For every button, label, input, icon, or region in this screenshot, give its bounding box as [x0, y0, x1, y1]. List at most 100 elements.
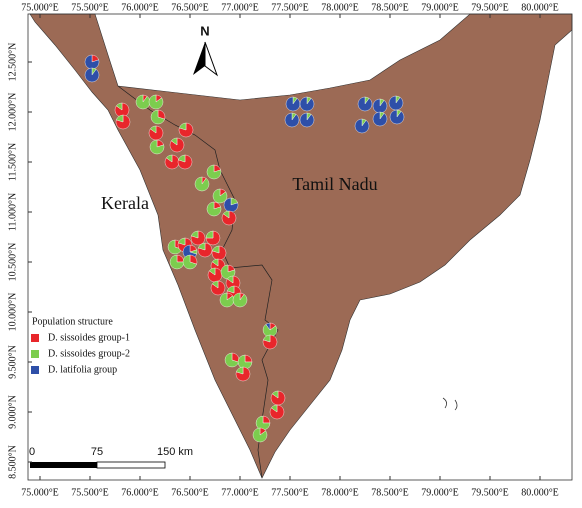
y-tick-label: 9.500°N	[7, 345, 18, 379]
site-pie	[389, 109, 405, 125]
region-label: Tamil Nadu	[292, 174, 377, 194]
pie-slice	[205, 230, 214, 239]
site-pie	[285, 96, 301, 112]
legend-swatch	[31, 350, 39, 358]
pie-slice	[354, 118, 370, 134]
site-pie	[372, 111, 388, 127]
site-pie	[237, 354, 253, 370]
scale-bar-black	[30, 462, 97, 468]
pie-slice	[299, 96, 315, 112]
site-pie	[149, 139, 165, 155]
x-tick-label: 79.500°E	[471, 487, 509, 498]
pie-slice	[220, 264, 236, 280]
site-pie	[178, 122, 194, 138]
pie-slice	[252, 427, 268, 443]
site-pie	[224, 352, 240, 368]
pie-slice	[167, 239, 182, 255]
x-tick-label: 78.500°E	[371, 487, 409, 498]
x-tick-label: 78.000°E	[321, 2, 359, 13]
x-tick-label: 78.500°E	[371, 2, 409, 13]
site-pie	[150, 109, 166, 125]
site-pie	[169, 137, 185, 153]
pie-slice	[284, 112, 300, 128]
legend-label: D. sissoides group-1	[48, 332, 130, 343]
site-pie	[177, 154, 193, 170]
pie-slice	[265, 322, 271, 331]
pie-slice	[116, 114, 124, 123]
legend-swatch	[31, 334, 39, 342]
site-pie	[252, 427, 268, 443]
pie-slice	[150, 109, 165, 125]
pie-slice	[232, 292, 248, 308]
scale-bar-white	[96, 461, 166, 469]
north-arrow-left	[193, 42, 205, 75]
legend-title: Population structure	[32, 316, 113, 327]
pie-slice	[182, 244, 197, 260]
pie-slice	[116, 102, 123, 111]
x-tick-label: 75.000°E	[21, 2, 59, 13]
site-pie	[220, 264, 236, 280]
scale-label: 75	[91, 446, 103, 458]
north-label: N	[200, 23, 209, 38]
site-pie	[211, 245, 227, 261]
site-pie	[205, 230, 221, 246]
x-tick-label: 78.000°E	[321, 487, 359, 498]
x-tick-label: 75.500°E	[71, 2, 109, 13]
y-tick-label: 10.500°N	[7, 243, 18, 282]
site-pie	[232, 292, 248, 308]
x-tick-label: 79.500°E	[471, 2, 509, 13]
pie-slice	[171, 137, 178, 146]
pie-slice	[212, 280, 219, 289]
site-pie	[148, 94, 164, 110]
pie-slice	[236, 366, 244, 375]
pie-slice	[150, 125, 157, 134]
site-pie	[223, 197, 239, 213]
north-arrow: N	[193, 23, 219, 77]
pie-slice	[372, 111, 388, 127]
site-pie	[269, 404, 285, 420]
pie-slice	[194, 176, 210, 192]
pie-slice	[389, 109, 405, 125]
pie-slice	[191, 230, 199, 239]
x-tick-label: 80.000°E	[521, 487, 559, 498]
legend-label: D. sissoides group-2	[48, 348, 130, 359]
pie-slice	[178, 237, 186, 246]
pie-slice	[227, 275, 234, 284]
x-tick-label: 76.500°E	[171, 487, 209, 498]
x-tick-label: 76.000°E	[121, 487, 159, 498]
site-pie	[164, 154, 180, 170]
site-pie	[115, 114, 131, 130]
pie-slice	[263, 334, 271, 343]
legend-label: D. latifolia group	[48, 364, 117, 375]
scale-label: 0	[29, 446, 35, 458]
site-pie	[235, 366, 251, 382]
site-pie	[262, 334, 278, 350]
map-frame	[27, 13, 573, 481]
pie-slice	[209, 267, 216, 276]
pie-slice	[206, 164, 222, 180]
pie-slice	[299, 112, 315, 128]
y-tick-label: 11.500°N	[7, 143, 18, 181]
y-tick-label: 8.500°N	[7, 445, 18, 479]
site-pie	[284, 112, 300, 128]
region-label: Kerala	[101, 193, 149, 213]
x-tick-label: 77.000°E	[221, 487, 259, 498]
site-pie	[262, 322, 278, 338]
y-tick-label: 11.000°N	[7, 193, 18, 231]
site-pie	[206, 201, 222, 217]
pie-slice	[237, 354, 253, 370]
pie-slice	[84, 67, 100, 83]
scale-label: 150 km	[157, 446, 193, 458]
site-pie	[169, 254, 185, 270]
site-pie	[194, 176, 210, 192]
site-pie	[372, 98, 388, 114]
pie-slice	[182, 254, 197, 270]
site-pie	[210, 280, 226, 296]
pie-slice	[271, 404, 278, 413]
site-pie	[197, 242, 213, 258]
islets	[442, 397, 458, 411]
pie-slice	[285, 96, 301, 112]
x-tick-label: 77.000°E	[221, 2, 259, 13]
pie-slice	[357, 96, 373, 112]
